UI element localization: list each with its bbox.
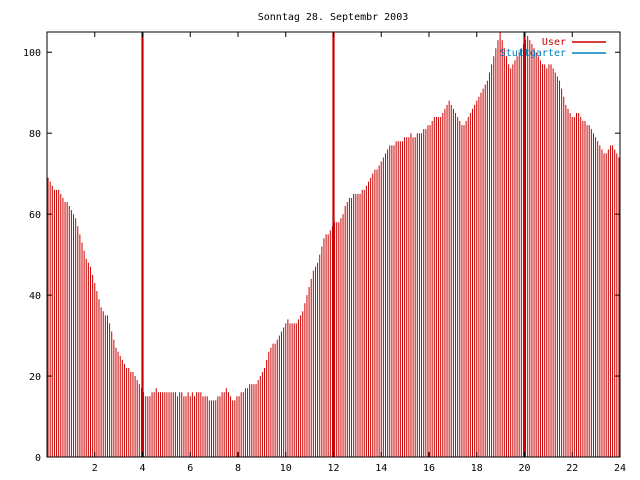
y-tick-label: 20 — [29, 372, 41, 383]
x-tick-label: 4 — [139, 463, 145, 474]
legend-label-stuttgarter: Stuttgarter — [500, 48, 566, 59]
x-axis: 2 4 6 8 10 12 14 16 18 20 22 24 — [92, 32, 626, 474]
x-tick-label: 16 — [423, 463, 435, 474]
x-tick-label: 8 — [235, 463, 241, 474]
x-tick-label: 20 — [518, 463, 530, 474]
y-tick-label: 60 — [29, 210, 41, 221]
x-tick-label: 18 — [471, 463, 483, 474]
y-tick-label: 0 — [35, 453, 41, 464]
legend: User Stuttgarter — [500, 37, 606, 59]
x-tick-label: 6 — [187, 463, 193, 474]
x-tick-label: 2 — [92, 463, 98, 474]
x-tick-label: 10 — [280, 463, 292, 474]
chart-title: Sonntag 28. Septembr 2003 — [258, 12, 409, 23]
y-tick-label: 40 — [29, 291, 41, 302]
x-tick-label: 12 — [327, 463, 339, 474]
legend-label-user: User — [542, 37, 566, 48]
y-tick-label: 80 — [29, 129, 41, 140]
x-tick-label: 22 — [566, 463, 578, 474]
y-axis: 0 20 40 60 80 100 — [23, 48, 620, 464]
x-tick-label: 14 — [375, 463, 387, 474]
x-tick-label: 24 — [614, 463, 626, 474]
spikes-group — [141, 32, 526, 457]
y-tick-label: 100 — [23, 48, 41, 59]
